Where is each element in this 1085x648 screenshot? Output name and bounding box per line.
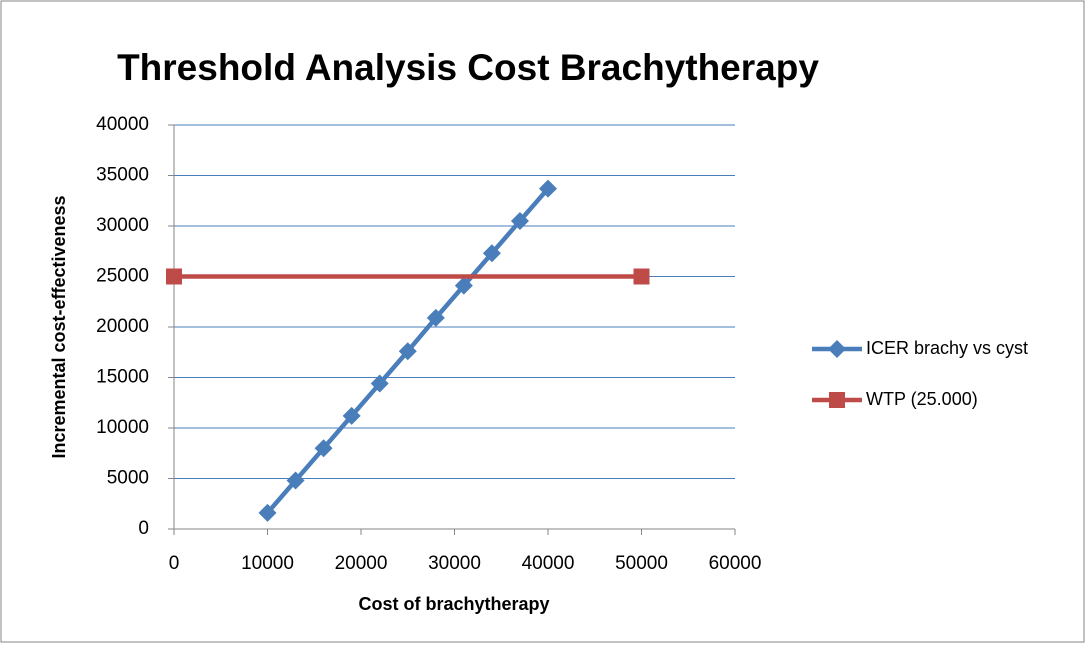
x-tick-label: 40000 bbox=[522, 553, 575, 574]
y-tick-label: 25000 bbox=[96, 266, 149, 287]
data-point bbox=[633, 268, 650, 285]
x-tick-label: 30000 bbox=[428, 553, 481, 574]
legend-marker bbox=[828, 340, 846, 358]
data-point bbox=[539, 179, 557, 198]
y-axis-label: Incremental cost-effectiveness bbox=[49, 195, 69, 458]
data-point bbox=[370, 374, 389, 393]
legend-marker bbox=[829, 392, 845, 408]
legend-label: WTP (25.000) bbox=[866, 389, 978, 409]
y-tick-label: 30000 bbox=[96, 215, 149, 236]
legend-label: ICER brachy vs cyst bbox=[866, 338, 1028, 358]
data-point bbox=[510, 211, 529, 230]
data-point bbox=[426, 308, 445, 327]
y-tick-label: 15000 bbox=[96, 367, 149, 388]
x-tick-label: 50000 bbox=[615, 553, 668, 574]
data-point bbox=[166, 268, 182, 285]
x-tick-label: 20000 bbox=[335, 553, 388, 574]
y-tick-label: 40000 bbox=[96, 114, 149, 135]
data-point bbox=[482, 244, 501, 263]
data-point bbox=[342, 406, 361, 425]
chart-title: Threshold Analysis Cost Brachytherapy bbox=[117, 47, 819, 88]
x-axis-label: Cost of brachytherapy bbox=[358, 594, 549, 614]
y-tick-label: 5000 bbox=[107, 468, 149, 489]
x-tick-label: 10000 bbox=[241, 553, 294, 574]
x-tick-label: 60000 bbox=[709, 553, 762, 574]
data-point bbox=[286, 471, 305, 490]
data-point bbox=[258, 503, 277, 522]
y-tick-label: 10000 bbox=[96, 417, 149, 438]
data-point bbox=[314, 439, 333, 458]
y-tick-label: 0 bbox=[138, 518, 149, 539]
y-tick-label: 35000 bbox=[96, 165, 149, 186]
data-point bbox=[398, 342, 417, 361]
x-tick-label: 0 bbox=[169, 553, 180, 574]
data-point bbox=[454, 276, 473, 295]
y-tick-label: 20000 bbox=[96, 316, 149, 337]
